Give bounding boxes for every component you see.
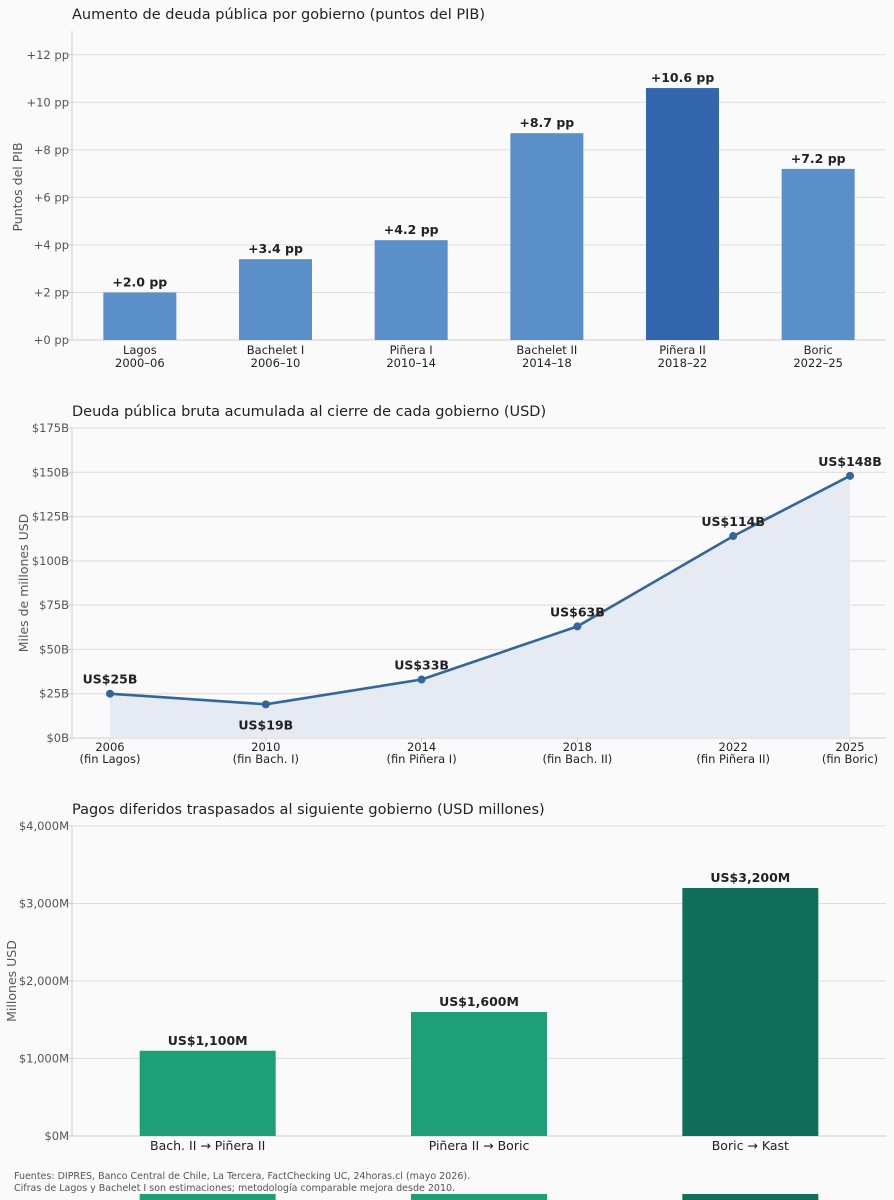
- chart2-data-label: US$114B: [701, 514, 764, 529]
- chart1-category-label: Piñera II: [659, 343, 705, 357]
- chart2-series-line: [109, 474, 851, 706]
- chart1-data-label: +10.6 pp: [651, 70, 715, 85]
- chart1-data-label: +8.7 pp: [519, 115, 574, 130]
- chart3-bar-reflection: [139, 1194, 276, 1200]
- chart2-data-point: [106, 689, 114, 698]
- chart1-data-label: +4.2 pp: [384, 222, 439, 237]
- chart2-data-label: US$25B: [83, 672, 138, 687]
- chart1-category-period: 2006–10: [251, 356, 301, 370]
- footer-sources: Fuentes: DIPRES, Banco Central de Chile,…: [14, 1171, 470, 1194]
- chart3-data-label: US$1,100M: [168, 1033, 248, 1048]
- chart2-ytick-label: $150B: [32, 465, 69, 479]
- chart1-bar: [239, 259, 312, 340]
- chart1-ytick-label: +12 pp: [26, 48, 69, 62]
- chart-deferred-payments: Pagos diferidos traspasados al siguiente…: [4, 802, 886, 1200]
- chart2-ytick-label: $75B: [39, 598, 69, 612]
- chart3-title: Pagos diferidos traspasados al siguiente…: [72, 802, 545, 818]
- chart1-ytick-label: +8 pp: [34, 143, 69, 157]
- chart1-title: Aumento de deuda pública por gobierno (p…: [72, 7, 485, 23]
- chart2-data-label: US$19B: [238, 717, 293, 732]
- chart1-ytick-label: +10 pp: [26, 95, 69, 109]
- chart1-ytick-label: +2 pp: [34, 285, 69, 299]
- footer-line-sources: Fuentes: DIPRES, Banco Central de Chile,…: [14, 1171, 471, 1182]
- chart2-data-label: US$63B: [550, 604, 605, 619]
- chart2-xtick-sublabel: (fin Piñera II): [696, 752, 770, 766]
- chart2-data-point: [417, 675, 426, 684]
- chart2-ytick-label: $25B: [39, 687, 69, 701]
- chart2-data-label: US$33B: [394, 658, 449, 673]
- chart2-xtick-sublabel: (fin Bach. I): [233, 752, 299, 766]
- chart2-xtick-sublabel: (fin Lagos): [80, 752, 141, 766]
- footer-line-note: Cifras de Lagos y Bachelet I son estimac…: [14, 1182, 456, 1194]
- chart2-xtick-label: 2018: [563, 740, 592, 754]
- chart2-area-fill: [110, 475, 850, 738]
- chart1-ytick-label: +6 pp: [34, 190, 69, 204]
- chart-debt-increase-gdp: Aumento de deuda pública por gobierno (p…: [10, 7, 886, 370]
- chart2-data-point: [261, 700, 270, 709]
- chart2-data-point: [573, 622, 582, 631]
- chart3-ytick-label: $3,000M: [19, 897, 69, 911]
- chart2-xtick-sublabel: (fin Boric): [822, 752, 878, 766]
- chart1-ytick-label: +4 pp: [34, 238, 69, 252]
- chart3-category-label: Boric → Kast: [712, 1138, 789, 1153]
- chart3-bar: [682, 888, 819, 1136]
- chart2-ytick-label: $175B: [32, 421, 69, 435]
- chart2-title: Deuda pública bruta acumulada al cierre …: [72, 404, 546, 420]
- chart1-category-period: 2022–25: [793, 356, 843, 370]
- chart1-category-label: Piñera I: [390, 343, 433, 357]
- chart1-category-period: 2010–14: [386, 356, 436, 370]
- chart2-ytick-label: $100B: [32, 554, 69, 568]
- chart1-ytick-label: +0 pp: [34, 333, 69, 347]
- chart2-data-label: US$148B: [818, 454, 881, 469]
- chart2-ytick-label: $125B: [32, 510, 69, 524]
- chart2-xtick-label: 2025: [835, 740, 864, 754]
- chart3-ytick-label: $4,000M: [19, 819, 69, 833]
- chart3-category-label: Bach. II → Piñera II: [150, 1138, 265, 1153]
- chart1-bar: [781, 168, 855, 340]
- chart1-data-label: +7.2 pp: [791, 151, 846, 166]
- chart1-data-label: +2.0 pp: [112, 274, 167, 289]
- chart1-y-axis-label: Puntos del PIB: [10, 142, 25, 231]
- chart3-bar-reflection: [411, 1194, 547, 1200]
- chart1-data-label: +3.4 pp: [248, 241, 303, 256]
- chart1-category-period: 2014–18: [522, 356, 572, 370]
- chart2-ytick-label: $50B: [39, 642, 69, 656]
- chart2-xtick-label: 2022: [719, 740, 748, 754]
- chart3-bar-reflection: [682, 1194, 819, 1200]
- chart3-data-label: US$3,200M: [710, 870, 790, 885]
- chart2-xtick-sublabel: (fin Bach. II): [542, 752, 612, 766]
- chart3-data-label: US$1,600M: [439, 994, 519, 1009]
- chart1-bar: [510, 133, 584, 340]
- chart1-category-label: Lagos: [123, 343, 157, 357]
- chart1-bar: [646, 88, 719, 341]
- chart3-ytick-label: $1,000M: [19, 1052, 69, 1066]
- chart2-ytick-label: $0B: [46, 731, 69, 745]
- chart1-category-period: 2018–22: [658, 356, 708, 370]
- chart1-category-label: Bachelet I: [247, 343, 304, 357]
- chart3-category-label: Piñera II → Boric: [429, 1138, 530, 1153]
- chart2-xtick-label: 2014: [407, 740, 436, 754]
- chart3-bar: [411, 1012, 547, 1136]
- chart2-xtick-label: 2010: [251, 740, 280, 754]
- chart3-bar: [139, 1050, 276, 1136]
- chart1-bar: [374, 240, 448, 340]
- chart1-bar: [103, 292, 177, 340]
- chart1-category-label: Bachelet II: [516, 343, 577, 357]
- chart3-ytick-label: $2,000M: [19, 974, 69, 988]
- chart1-category-period: 2000–06: [115, 356, 165, 370]
- chart2-data-point: [846, 471, 854, 480]
- chart2-y-axis-label: Miles de millones USD: [16, 514, 31, 653]
- chart1-category-label: Boric: [804, 343, 833, 357]
- chart3-ytick-label: $0M: [44, 1129, 69, 1143]
- chart-accumulated-debt: Deuda pública bruta acumulada al cierre …: [16, 404, 886, 766]
- chart3-y-axis-label: Millones USD: [4, 940, 19, 1022]
- chart2-xtick-sublabel: (fin Piñera I): [386, 752, 456, 766]
- chart2-data-point: [729, 532, 738, 541]
- chart2-xtick-label: 2006: [95, 740, 124, 754]
